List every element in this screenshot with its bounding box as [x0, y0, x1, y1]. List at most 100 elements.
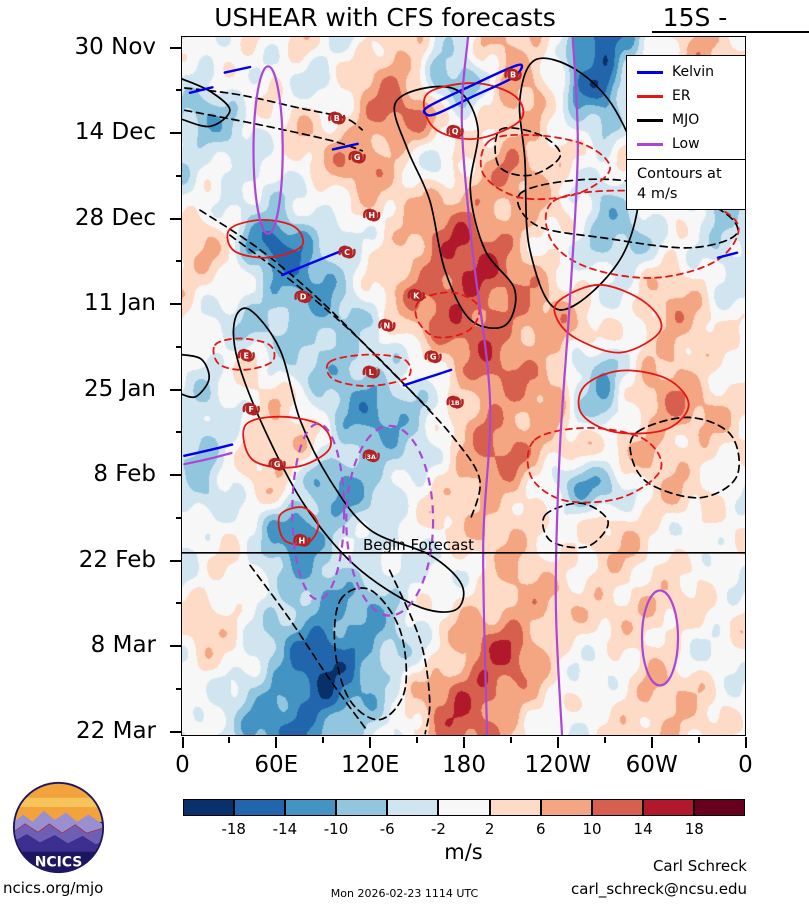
kelvin-contour: [183, 443, 234, 457]
y-axis-tick: [170, 303, 182, 305]
svg-text:B: B: [334, 114, 340, 123]
er-contour: [479, 133, 611, 201]
lon-label: 0: [175, 752, 190, 778]
y-axis-minor-tick: [176, 431, 182, 434]
legend-item-mjo: MJO: [627, 108, 745, 132]
y-axis-tick: [170, 388, 182, 391]
colorbar-units: m/s: [444, 840, 483, 864]
legend-line-sample: [637, 118, 663, 122]
x-axis-minor-tick: [416, 737, 419, 743]
mjo-contour: [388, 569, 431, 735]
date-label: 22 Feb: [78, 546, 156, 573]
colorbar-tick-label: 2: [484, 820, 495, 838]
mjo-contour: [249, 564, 369, 733]
y-axis-tick: [170, 46, 182, 49]
y-axis-tick: [170, 474, 182, 476]
x-axis-tick: [744, 737, 747, 748]
x-axis-tick: [556, 737, 559, 748]
low-contour: [183, 451, 233, 466]
storm-symbol-D: D: [294, 290, 312, 304]
y-axis-minor-tick: [176, 260, 182, 263]
date-label: 14 Dec: [74, 119, 156, 145]
svg-text:E: E: [243, 351, 248, 360]
svg-text:N: N: [384, 321, 391, 330]
low-contour: [291, 422, 346, 601]
mjo-contour: [541, 502, 610, 549]
er-contour: [277, 506, 320, 546]
colorbar-segment: [233, 799, 285, 816]
x-axis-minor-tick: [697, 737, 700, 743]
colorbar-tick-label: -18: [221, 820, 246, 838]
legend-item-low: Low: [627, 132, 745, 156]
ncics-logo: NCICS: [12, 781, 105, 874]
y-axis-minor-tick: [176, 89, 182, 92]
colorbar-tick-label: 18: [684, 820, 704, 838]
x-axis-minor-tick: [509, 737, 512, 743]
low-contour: [554, 37, 579, 735]
er-contour: [242, 415, 332, 469]
lon-label: 120E: [340, 752, 400, 778]
date-label: 11 Jan: [83, 290, 156, 316]
kelvin-contour: [223, 65, 252, 74]
storm-symbol-G: G: [424, 350, 442, 364]
date-label: 25 Jan: [83, 375, 156, 402]
svg-text:B: B: [510, 71, 516, 80]
colorbar-tick-label: -10: [323, 820, 349, 838]
date-label: 8 Feb: [93, 461, 156, 487]
footer-email: carl_schreck@ncsu.edu: [571, 880, 747, 898]
mjo-contour: [182, 78, 231, 128]
contour-note-line2: 4 m/s: [637, 185, 678, 202]
storm-symbol-H: H: [363, 208, 381, 222]
svg-text:Q: Q: [452, 127, 459, 136]
x-axis-tick: [369, 737, 372, 748]
er-contour: [226, 218, 305, 259]
lon-label: 120W: [524, 752, 592, 778]
colorbar-segment: [284, 799, 337, 816]
mjo-contour: [183, 87, 364, 131]
svg-text:H: H: [368, 211, 375, 220]
kelvin-contour: [402, 368, 453, 387]
footer-site-url: ncics.org/mjo: [3, 879, 104, 897]
storm-symbol-K: K: [407, 288, 425, 302]
mjo-contour: [518, 57, 641, 311]
storm-symbol-B: B: [504, 68, 522, 82]
x-axis-minor-tick: [322, 737, 325, 743]
y-axis-tick: [170, 730, 182, 733]
legend-label: Kelvin: [672, 64, 715, 80]
title-underline: [652, 31, 809, 33]
storm-symbol-L: L: [362, 365, 380, 379]
storm-symbol-N: N: [378, 318, 396, 332]
legend-item-er: ER: [627, 84, 745, 108]
y-axis-tick: [170, 645, 182, 647]
logo-text: NCICS: [35, 855, 83, 871]
legend: Kelvin ER MJO Low: [626, 55, 746, 160]
y-axis-tick: [170, 132, 182, 134]
er-contour: [577, 369, 690, 435]
lon-label: 0: [738, 752, 753, 778]
footer-author: Carl Schreck: [652, 857, 747, 875]
date-label: 28 Dec: [74, 204, 156, 231]
y-axis-minor-tick: [176, 516, 182, 519]
colorbar-tick-label: 14: [633, 820, 653, 838]
mjo-contour: [516, 178, 739, 249]
kelvin-contour: [716, 251, 739, 259]
colorbar-tick-label: -2: [430, 820, 446, 838]
kelvin-contour: [331, 142, 359, 151]
begin-forecast-label: Begin Forecast: [363, 536, 474, 554]
mjo-contour: [199, 209, 431, 411]
lon-label: 180: [442, 752, 486, 778]
date-label: 30 Nov: [74, 33, 156, 60]
colorbar-segment: [694, 799, 746, 816]
svg-text:F: F: [248, 405, 253, 414]
colorbar-segment: [489, 799, 541, 816]
colorbar-segment: [336, 799, 388, 816]
lon-label: 60W: [625, 752, 678, 778]
legend-line-sample: [637, 142, 663, 146]
colorbar-tick-label: 10: [582, 820, 602, 838]
er-contour: [553, 283, 663, 354]
storm-symbol-G: G: [268, 457, 286, 471]
x-axis-tick: [181, 737, 184, 748]
legend-label: MJO: [672, 112, 700, 128]
storm-symbol-B: B: [328, 111, 346, 125]
